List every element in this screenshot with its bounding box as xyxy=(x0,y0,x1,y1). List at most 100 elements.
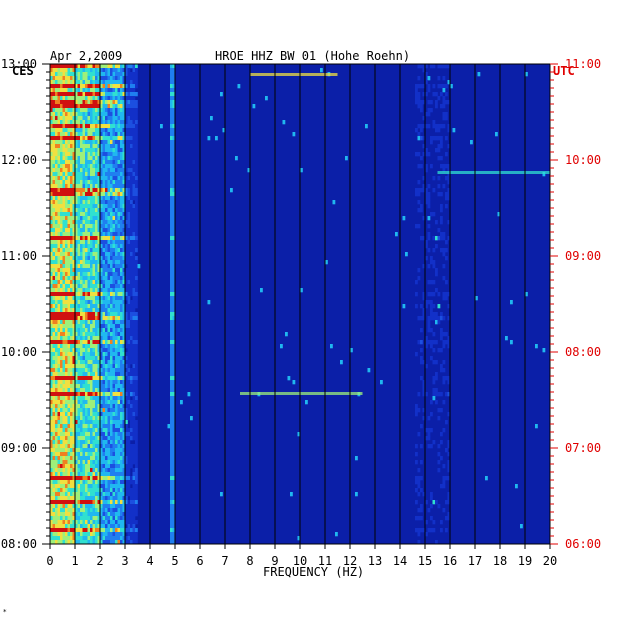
spectrogram-cell xyxy=(112,324,116,329)
spectrogram-cell xyxy=(60,464,63,469)
spectrogram-cell xyxy=(95,168,98,173)
spectrogram-cell xyxy=(87,476,91,481)
spectrogram-cell xyxy=(57,420,61,425)
spectrogram-cell xyxy=(120,528,123,533)
spectrogram-cell xyxy=(57,88,61,93)
spectrogram-cell xyxy=(90,268,93,273)
spectrogram-cell xyxy=(77,536,81,541)
spectrogram-cell xyxy=(67,536,71,541)
spectrogram-cell xyxy=(52,360,56,365)
spectrogram-cell xyxy=(437,452,441,457)
spectrogram-cell xyxy=(170,348,173,353)
spectrogram-cell xyxy=(132,272,136,277)
spectrogram-cell xyxy=(447,344,451,349)
spectrogram-cell xyxy=(67,232,71,237)
spectrogram-cell xyxy=(170,480,173,485)
spectrogram-cell xyxy=(122,328,126,333)
spectrogram-cell xyxy=(60,520,63,525)
spectrogram-cell xyxy=(82,148,86,153)
spectrogram-cell xyxy=(115,460,118,465)
spectrogram-cell xyxy=(132,236,136,241)
spectrogram-cell xyxy=(120,360,123,365)
spectrogram-cell xyxy=(92,492,96,497)
spectrogram-cell xyxy=(132,264,136,269)
spectrogram-cell xyxy=(132,220,136,225)
spectrogram-cell xyxy=(77,96,81,101)
spectrogram-cell xyxy=(75,340,78,345)
spectrogram-cell xyxy=(97,388,101,393)
spectrogram-cell xyxy=(420,328,423,333)
spectrogram-cell xyxy=(435,388,438,393)
spectrogram-cell xyxy=(132,288,136,293)
spectrogram-cell xyxy=(125,468,128,473)
spectrogram-cell xyxy=(90,196,93,201)
spectrogram-cell xyxy=(70,376,73,381)
spectrogram-cell xyxy=(105,404,108,409)
spectrogram-cell xyxy=(170,536,173,541)
spectrogram-cell xyxy=(87,320,91,325)
spectrogram-cell xyxy=(52,68,56,73)
spectrogram-cell xyxy=(422,316,426,321)
spectrogram-cell xyxy=(50,280,53,285)
spectrogram-cell xyxy=(75,104,78,109)
spectrogram-cell xyxy=(87,532,91,537)
spectrogram-cell xyxy=(97,400,101,405)
spectrogram-cell xyxy=(112,404,116,409)
spectrogram-cell xyxy=(70,284,73,289)
spectrogram-cell xyxy=(120,512,123,517)
spectrogram-cell xyxy=(120,184,123,189)
spectrogram-cell xyxy=(67,136,71,141)
spectrogram-cell xyxy=(100,220,103,225)
spectrogram-cell xyxy=(65,436,68,441)
spectrogram-cell xyxy=(70,76,73,81)
spectrogram-cell xyxy=(82,328,86,333)
spectrogram-cell xyxy=(127,72,131,77)
spectrogram-cell xyxy=(75,448,78,453)
spectrogram-cell xyxy=(80,420,83,425)
spectrogram-cell xyxy=(85,208,88,213)
spectrogram-cell xyxy=(52,252,56,257)
spectrogram-cell xyxy=(112,332,116,337)
spectrogram-cell xyxy=(172,320,176,325)
spectrogram-cell xyxy=(435,376,438,381)
spectrogram-cell xyxy=(75,428,78,433)
spectrogram-cell xyxy=(52,420,56,425)
spectrogram-cell xyxy=(50,188,53,193)
spectrogram-cell xyxy=(122,380,126,385)
spectrogram-cell xyxy=(435,124,438,129)
spectrogram-cell xyxy=(102,200,106,205)
spectrogram-cell xyxy=(75,500,78,505)
spectrogram-cell xyxy=(435,220,438,225)
spectrogram-cell xyxy=(132,232,136,237)
spectrogram-cell xyxy=(97,136,101,141)
spectrogram-cell xyxy=(80,276,83,281)
spectrogram-cell xyxy=(60,436,63,441)
spectrogram-cell xyxy=(415,152,418,157)
spectrogram-cell xyxy=(247,168,251,173)
spectrogram-cell xyxy=(77,532,81,537)
spectrogram-cell xyxy=(77,440,81,445)
spectrogram-cell xyxy=(122,244,126,249)
spectrogram-cell xyxy=(70,96,73,101)
spectrogram-cell xyxy=(120,172,123,177)
spectrogram-cell xyxy=(110,364,113,369)
spectrogram-cell xyxy=(57,136,61,141)
spectrogram-cell xyxy=(85,104,88,109)
spectrogram-cell xyxy=(97,248,101,253)
spectrogram-cell xyxy=(57,508,61,513)
spectrogram-cell xyxy=(72,276,76,281)
spectrogram-cell xyxy=(125,104,128,109)
spectrogram-cell xyxy=(75,192,78,197)
spectrogram-cell xyxy=(50,316,53,321)
spectrogram-cell xyxy=(87,428,91,433)
spectrogram-cell xyxy=(85,116,88,121)
spectrogram-cell xyxy=(80,228,83,233)
spectrogram-cell xyxy=(115,516,118,521)
spectrogram-cell xyxy=(70,304,73,309)
spectrogram-cell xyxy=(415,292,418,297)
spectrogram-cell xyxy=(77,120,81,125)
spectrogram-cell xyxy=(100,72,103,77)
spectrogram-cell xyxy=(130,432,133,437)
spectrogram-cell xyxy=(427,236,431,241)
spectrogram-cell xyxy=(132,164,136,169)
